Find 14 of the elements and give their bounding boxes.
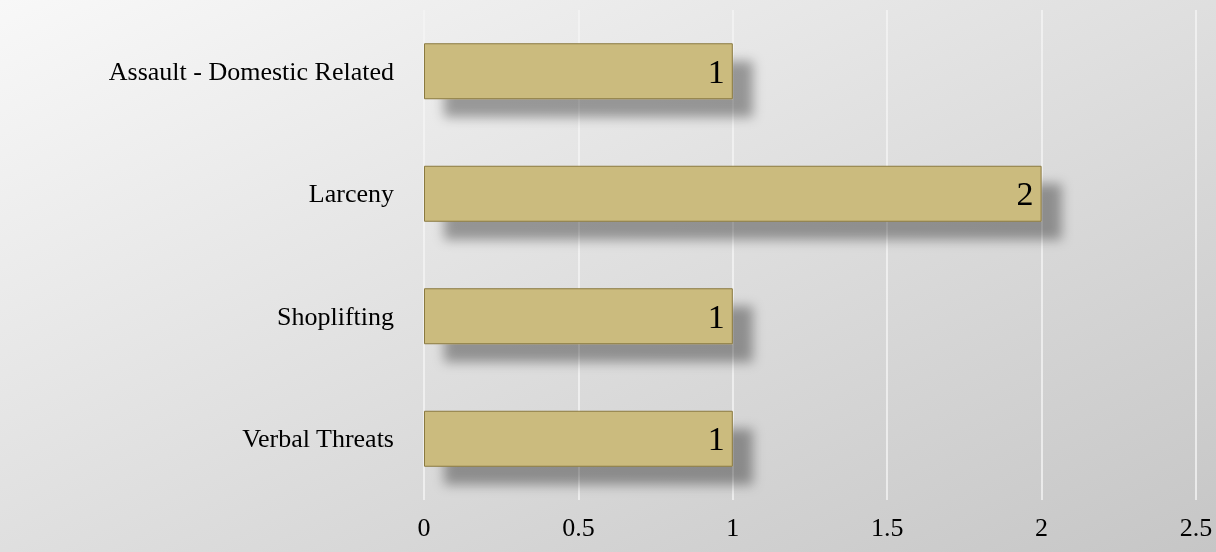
data-label: 1: [707, 297, 725, 335]
y-tick-label: Verbal Threats: [242, 424, 394, 454]
x-tick-label: 2.5: [1179, 512, 1213, 542]
data-label: 2: [1016, 175, 1034, 213]
data-label: 1: [707, 420, 725, 458]
x-tick-label: 0.5: [562, 512, 595, 542]
x-tick-label: 1: [726, 512, 740, 542]
y-tick-label: Assault - Domestic Related: [108, 56, 394, 86]
x-tick-label: 2: [1035, 512, 1049, 542]
x-tick-label: 1.5: [870, 512, 904, 542]
y-tick-label: Larceny: [308, 179, 394, 209]
x-tick-label: 0: [417, 512, 431, 542]
y-tick-label: Shoplifting: [276, 301, 394, 331]
data-label: 1: [707, 52, 725, 90]
